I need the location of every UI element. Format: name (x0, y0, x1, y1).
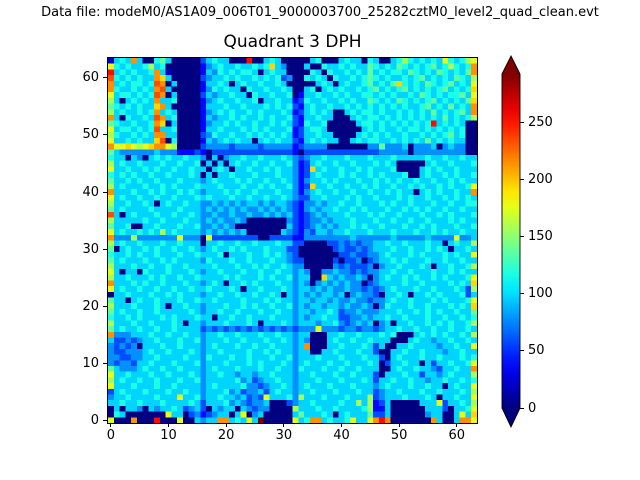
y-tick-label: 20 (82, 298, 99, 314)
x-tick-label: 40 (333, 428, 350, 443)
colorbar-tick-label: 50 (528, 343, 545, 359)
y-tick-label: 30 (82, 241, 99, 257)
colorbar (501, 54, 521, 429)
y-tick-mark (103, 191, 107, 193)
y-tick-mark (103, 362, 107, 364)
heatmap-canvas (108, 58, 477, 423)
y-tick-mark (103, 77, 107, 79)
y-tick-label: 40 (82, 184, 99, 200)
data-file-label: Data file: modeM0/AS1A09_006T01_90000037… (41, 5, 599, 20)
y-tick-label: 0 (90, 412, 99, 428)
x-tick-mark (225, 423, 227, 427)
x-tick-label: 30 (275, 428, 293, 443)
x-tick-label: 50 (390, 428, 408, 443)
x-tick-mark (110, 423, 112, 427)
y-tick-mark (103, 419, 107, 421)
x-tick-mark (168, 423, 170, 427)
x-tick-label: 20 (217, 428, 235, 443)
colorbar-tick-label: 250 (528, 114, 553, 130)
x-tick-mark (341, 423, 342, 427)
x-tick-label: 60 (448, 428, 466, 443)
y-tick-label: 50 (82, 127, 99, 143)
colorbar-tick-mark (520, 350, 524, 352)
colorbar-tick-mark (520, 235, 524, 237)
colorbar-tick-mark (520, 293, 524, 295)
colorbar-tick-mark (520, 407, 524, 409)
colorbar-tick-label: 150 (528, 228, 553, 244)
x-tick-mark (283, 423, 285, 427)
colorbar-gradient-bar (501, 54, 521, 429)
y-tick-mark (103, 134, 107, 136)
colorbar-tick-label: 200 (528, 171, 553, 187)
y-tick-mark (103, 305, 107, 307)
y-tick-label: 10 (82, 355, 99, 371)
colorbar-tick-mark (520, 121, 524, 123)
plot-title: Quadrant 3 DPH (223, 32, 362, 52)
colorbar-tick-label: 100 (528, 286, 553, 302)
colorbar-tick-mark (520, 178, 524, 180)
y-tick-mark (103, 248, 107, 250)
x-tick-mark (456, 423, 458, 427)
y-tick-label: 60 (82, 70, 99, 86)
plot-area (107, 57, 478, 424)
x-tick-label: 10 (160, 428, 177, 443)
x-tick-mark (398, 423, 400, 427)
x-tick-label: 0 (106, 428, 116, 443)
colorbar-tick-label: 0 (528, 400, 537, 416)
